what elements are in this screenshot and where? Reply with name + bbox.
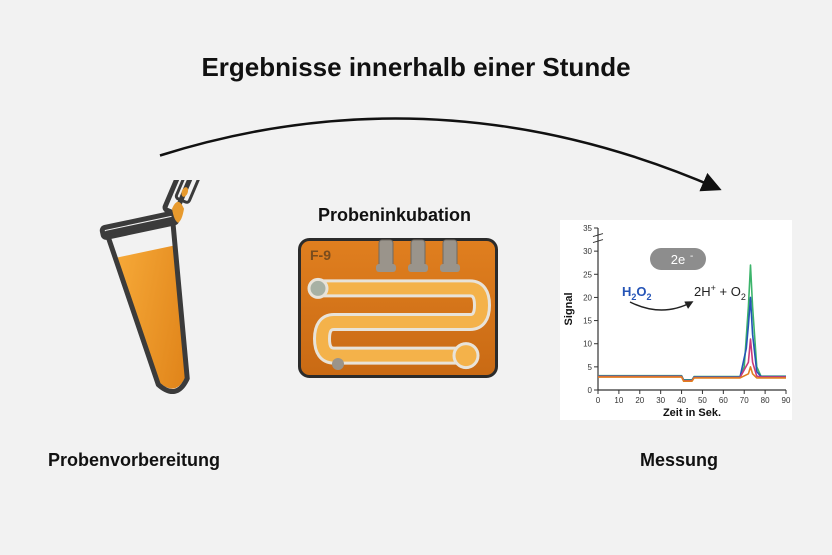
label-measure: Messung: [640, 450, 718, 471]
svg-text:30: 30: [656, 396, 665, 405]
svg-text:0: 0: [588, 386, 593, 395]
svg-text:5: 5: [588, 363, 593, 372]
svg-text:0: 0: [596, 396, 601, 405]
svg-text:25: 25: [583, 270, 592, 279]
process-arrow: [150, 95, 730, 205]
incubation-chip: F-9: [298, 238, 498, 383]
label-prep: Probenvorbereitung: [48, 450, 220, 471]
svg-text:80: 80: [761, 396, 770, 405]
svg-text:10: 10: [614, 396, 623, 405]
svg-text:20: 20: [635, 396, 644, 405]
svg-text:90: 90: [782, 396, 791, 405]
signal-chart: 0 5 10 15 20 25 30 35 0 10 20 30 40 50 60 70 80 90 Zeit in…: [560, 220, 792, 420]
svg-text:F-9: F-9: [310, 247, 331, 263]
svg-text:35: 35: [583, 224, 592, 233]
svg-text:H2O2: H2O2: [622, 284, 652, 302]
svg-text:-: -: [690, 251, 693, 262]
svg-text:Zeit in Sek.: Zeit in Sek.: [663, 407, 721, 419]
svg-text:15: 15: [583, 317, 592, 326]
page-title: Ergebnisse innerhalb einer Stunde: [0, 52, 832, 83]
svg-text:70: 70: [740, 396, 749, 405]
svg-text:10: 10: [583, 340, 592, 349]
svg-text:60: 60: [719, 396, 728, 405]
svg-text:50: 50: [698, 396, 707, 405]
svg-text:40: 40: [677, 396, 686, 405]
label-incubation: Probeninkubation: [318, 205, 471, 226]
sample-prep-tube: [60, 180, 220, 425]
svg-text:30: 30: [583, 247, 592, 256]
svg-text:Signal: Signal: [563, 292, 575, 325]
svg-text:2e: 2e: [671, 252, 685, 267]
svg-text:20: 20: [583, 293, 592, 302]
svg-text:2H+ + O2: 2H+ + O2: [694, 283, 746, 302]
